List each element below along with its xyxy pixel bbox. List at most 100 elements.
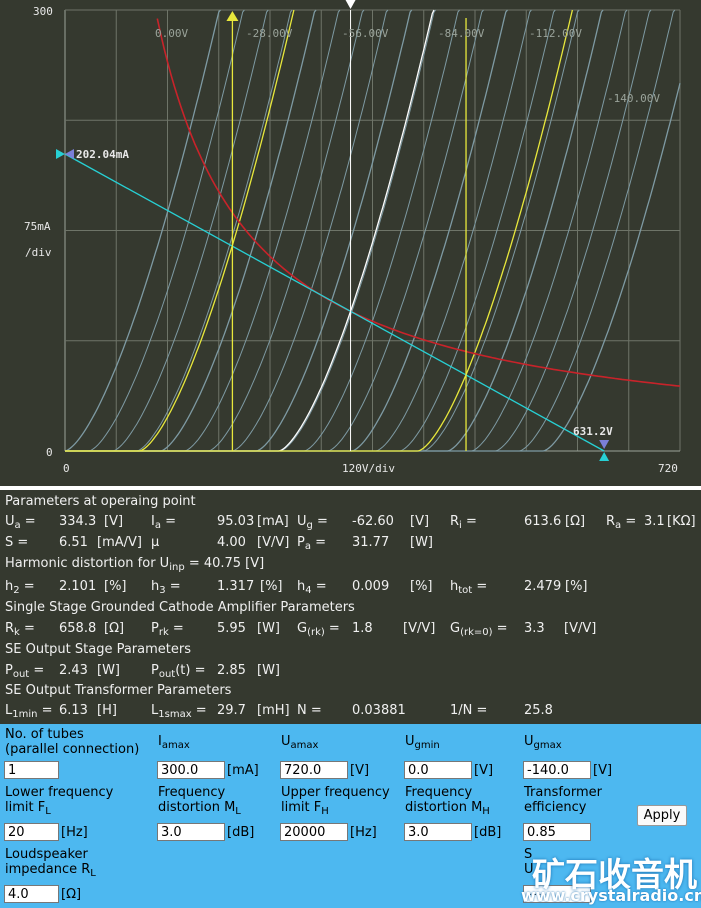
y-axis-bottom-label: 0 [46, 446, 53, 459]
section-title-single-stage: Single Stage Grounded Cathode Amplifier … [5, 600, 355, 615]
mu-unit: [V/V] [257, 535, 290, 550]
load-line-end-marker-icon [599, 452, 610, 461]
load-line-voltage-label: 631.2V [573, 425, 613, 438]
grk-label: G(rk) = [297, 621, 340, 638]
fh-input[interactable] [280, 823, 348, 841]
uamax-label: Uamax [281, 734, 319, 751]
chart-labels: 300 0 0 720 120V/div 75mA /div 0.00V -28… [24, 5, 678, 475]
curve-label-4: -112.00V [529, 27, 582, 40]
load-line-start-marker-icon [56, 149, 65, 160]
x-axis-right-label: 720 [658, 462, 678, 475]
curve-label-2: -56.00V [342, 27, 389, 40]
partial-input[interactable] [523, 885, 591, 903]
input-form: No. of tubes (parallel connection) Iamax … [0, 724, 701, 908]
ugmin-label: Ugmin [405, 734, 440, 751]
ri-label: Ri = [450, 514, 477, 531]
h2-value: 2.101 [59, 579, 97, 594]
pout-label: Pout = [5, 663, 45, 680]
h3-label: h3 = [151, 579, 181, 596]
iamax-label: Iamax [158, 734, 190, 751]
load-line-start-marker-icon [65, 149, 74, 160]
ua-value: 334.3 [59, 514, 97, 529]
ml-unit: [dB] [227, 825, 255, 840]
pout-value: 2.43 [59, 663, 88, 678]
tubes-label: No. of tubes (parallel connection) [5, 727, 140, 757]
load-line [64, 153, 605, 452]
pa-value: 31.77 [352, 535, 390, 550]
chart-separator [0, 486, 701, 490]
ug-unit: [V] [410, 514, 430, 529]
h4-label: h4 = [297, 579, 327, 596]
y-div-label: 75mA [24, 220, 51, 233]
rk-unit: [Ω] [104, 621, 125, 636]
s-value: 6.51 [59, 535, 88, 550]
flow-input[interactable] [4, 823, 59, 841]
prk-label: Prk = [151, 621, 184, 638]
ra-unit: [KΩ] [667, 514, 696, 529]
load-line-current-label: 202.04mA [76, 148, 129, 161]
ugmax-input[interactable] [523, 761, 591, 779]
ugmax-unit: [V] [593, 763, 613, 778]
grk-unit: [V/V] [403, 621, 436, 636]
x-axis-left-label: 0 [63, 462, 70, 475]
dissipation-hyperbola [156, 18, 681, 387]
apply-button[interactable]: Apply [637, 805, 687, 826]
uamax-input[interactable] [280, 761, 348, 779]
n-label: N = [297, 703, 322, 718]
anode-curve [65, 9, 245, 452]
operating-point-marker-icon [345, 0, 356, 9]
watermark-url: www.crystalradio.cn [521, 886, 701, 905]
s-unit: [mA/V] [97, 535, 142, 550]
tube-characteristic-chart: 300 0 0 720 120V/div 75mA /div 0.00V -28… [0, 0, 701, 486]
prk-unit: [W] [257, 621, 280, 636]
inv-n-label: 1/N = [450, 703, 488, 718]
ugmin-input[interactable] [404, 761, 472, 779]
pout-t-label: Pout(t) = [151, 663, 206, 680]
watermark-brand: 矿石收音机 [532, 855, 697, 894]
mh-label: Frequency distortion MH [405, 785, 490, 817]
htot-unit: [%] [565, 579, 588, 594]
grk0-unit: [V/V] [564, 621, 597, 636]
mu-value: 4.00 [217, 535, 246, 550]
fh-unit: [Hz] [350, 825, 377, 840]
ua-unit: [V] [104, 514, 124, 529]
iamax-input[interactable] [157, 761, 225, 779]
pout-t-unit: [W] [257, 663, 280, 678]
h2-unit: [%] [104, 579, 127, 594]
efficiency-input[interactable] [523, 823, 591, 841]
h4-unit: [%] [410, 579, 433, 594]
section-title-se-output: SE Output Stage Parameters [5, 642, 191, 657]
rk-value: 658.8 [59, 621, 97, 636]
inv-n-value: 25.8 [524, 703, 553, 718]
tubes-input[interactable] [4, 761, 59, 779]
l1min-unit: [H] [97, 703, 117, 718]
rl-input[interactable] [4, 885, 59, 903]
h3-unit: [%] [260, 579, 283, 594]
prk-value: 5.95 [217, 621, 246, 636]
ia-label: Ia = [151, 514, 177, 531]
rk-label: Rk = [5, 621, 35, 638]
rl-unit: [Ω] [61, 887, 82, 902]
signal-min-curve [65, 9, 574, 452]
n-value: 0.03881 [352, 703, 406, 718]
ia-unit: [mA] [257, 514, 289, 529]
y-div-label-unit: /div [25, 246, 52, 259]
l1min-label: L1min = [5, 703, 53, 720]
curve-label-0: 0.00V [155, 27, 188, 40]
ml-input[interactable] [157, 823, 225, 841]
htot-label: htot = [450, 579, 488, 596]
curve-label-5: -140.00V [607, 92, 660, 105]
ra-label: Ra = [606, 514, 637, 531]
l1smax-value: 29.7 [217, 703, 246, 718]
iamax-unit: [mA] [227, 763, 259, 778]
flow-unit: [Hz] [61, 825, 88, 840]
y-axis-top-label: 300 [33, 5, 53, 18]
anode-curve [64, 9, 221, 452]
chart-overlay [56, 0, 681, 461]
l1smax-label: L1smax = [151, 703, 207, 720]
curve-label-1: -28.00V [246, 27, 293, 40]
section-title-transformer: SE Output Transformer Parameters [5, 683, 232, 698]
mh-unit: [dB] [474, 825, 502, 840]
mh-input[interactable] [404, 823, 472, 841]
s-label: S = [5, 535, 29, 550]
